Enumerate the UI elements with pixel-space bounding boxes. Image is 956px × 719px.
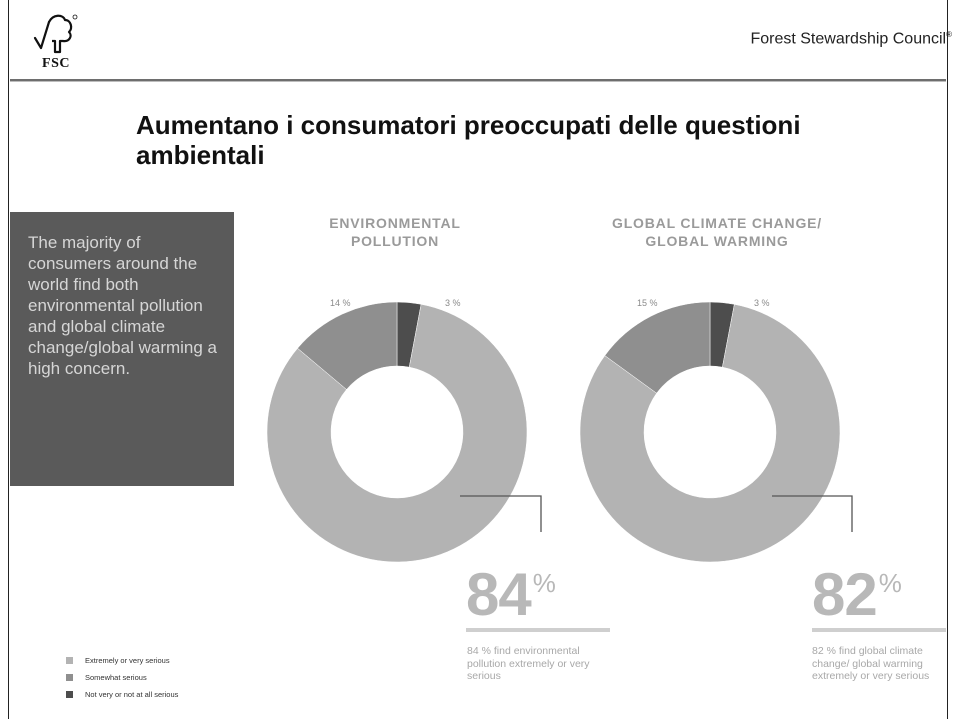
slide-frame bbox=[8, 0, 948, 719]
legend-label: Not very or not at all serious bbox=[85, 690, 179, 699]
legend-swatch-extremely bbox=[66, 657, 73, 664]
legend-item: Somewhat serious bbox=[66, 669, 178, 686]
chart-1-slice-label: 14 % bbox=[330, 298, 351, 308]
chart-1-highlight-value: 84 bbox=[466, 561, 532, 628]
legend-label: Somewhat serious bbox=[85, 673, 147, 682]
organization-name: Forest Stewardship Council® bbox=[750, 30, 952, 48]
callout-box: The majority of consumers around the wor… bbox=[10, 212, 234, 486]
tree-check-icon bbox=[33, 14, 78, 54]
chart-2-highlight-value: 82 bbox=[812, 561, 878, 628]
chart-2-slice-extremely-or-very-serious bbox=[579, 304, 841, 563]
fsc-logo: FSC bbox=[26, 12, 86, 74]
legend-swatch-somewhat bbox=[66, 674, 73, 681]
chart-2-slice-somewhat-serious bbox=[604, 301, 711, 394]
chart-1-connector-line bbox=[460, 495, 542, 532]
chart-1-highlight: 84% bbox=[466, 560, 556, 629]
chart-2-slice-label: 3 % bbox=[754, 298, 770, 308]
chart-1-underline bbox=[466, 628, 610, 632]
chart-2-slice-label: 15 % bbox=[637, 298, 658, 308]
chart-2-title: GLOBAL CLIMATE CHANGE/GLOBAL WARMING bbox=[612, 215, 822, 249]
registered-mark: ® bbox=[946, 30, 952, 39]
chart-1-highlight-unit: % bbox=[532, 568, 556, 598]
legend-label: Extremely or very serious bbox=[85, 656, 170, 665]
logo-text: FSC bbox=[42, 56, 70, 71]
chart-1-slice-label: 3 % bbox=[445, 298, 461, 308]
chart-1-slice-somewhat-serious bbox=[297, 301, 398, 390]
chart-1-slice-extremely-or-very-serious bbox=[266, 303, 528, 563]
chart-1-description: 84 % find environmental pollution extrem… bbox=[467, 645, 590, 682]
header-divider bbox=[10, 79, 946, 81]
slide-title: Aumentano i consumatori preoccupati dell… bbox=[136, 110, 801, 170]
legend-item: Not very or not at all serious bbox=[66, 686, 178, 703]
chart-2-highlight-unit: % bbox=[878, 568, 902, 598]
legend-item: Extremely or very serious bbox=[66, 652, 178, 669]
chart-1-title: ENVIRONMENTAL POLLUTION bbox=[329, 215, 461, 249]
header-divider-shadow bbox=[10, 81, 946, 82]
chart-2-description: 82 % find global climate change/ global … bbox=[812, 645, 930, 682]
chart-2-underline bbox=[812, 628, 946, 632]
legend-swatch-not-very bbox=[66, 691, 73, 698]
callout-text: The majority of consumers around the wor… bbox=[28, 233, 218, 378]
chart-2-connector-line bbox=[772, 495, 853, 532]
legend: Extremely or very serious Somewhat serio… bbox=[66, 652, 178, 703]
chart-2-highlight: 82% bbox=[812, 560, 902, 629]
organization-label: Forest Stewardship Council bbox=[750, 30, 947, 48]
